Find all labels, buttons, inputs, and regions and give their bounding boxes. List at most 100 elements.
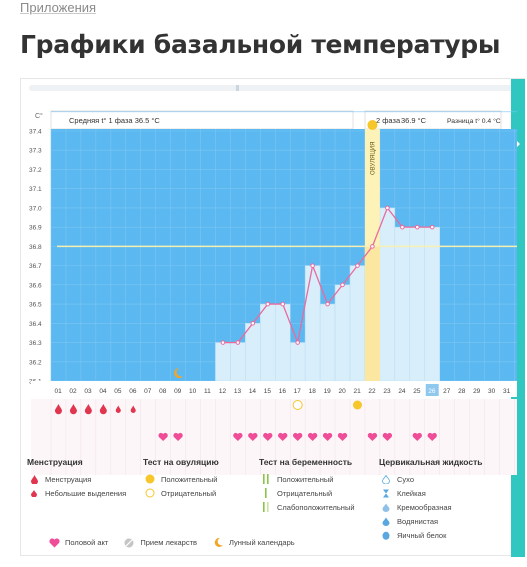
temperature-bar — [334, 284, 351, 382]
temperature-point — [429, 224, 435, 230]
y-tick-label: 36.3 — [29, 340, 42, 347]
temperature-point — [265, 301, 271, 307]
legend-intercourse: Половой акт — [65, 538, 109, 547]
intercourse-heart-icon — [307, 432, 318, 441]
y-tick-label: 37.1 — [29, 186, 42, 193]
moon-icon — [211, 537, 225, 548]
temperature-point — [280, 301, 286, 307]
legend-cervical-fluid: Цервикальная жидкость Сухо Клейкая Кремо… — [379, 457, 482, 542]
temperature-point — [295, 340, 300, 345]
y-tick-label: 36.8 — [29, 244, 42, 251]
y-tick-label: 37.3 — [29, 148, 42, 155]
temperature-point — [250, 321, 256, 326]
menstruation-drop-icon — [99, 404, 107, 415]
chevron-right-icon — [515, 139, 520, 149]
heart-icon — [47, 537, 61, 548]
temperature-point — [220, 340, 226, 345]
spotting-drop-icon — [115, 405, 121, 413]
ovulation-sun-icon — [367, 120, 378, 130]
page-title: Графики базальной температуры — [20, 30, 501, 59]
temperature-point — [310, 263, 315, 268]
intercourse-heart-icon — [263, 432, 273, 441]
legend-medication: Прием лекарств — [140, 538, 198, 547]
drop-icon — [27, 474, 41, 484]
cycle-day-number: 10 — [189, 388, 197, 395]
cycle-day-number: 17 — [294, 388, 302, 395]
cycle-day-number: 31 — [503, 388, 511, 395]
temperature-point — [235, 340, 241, 345]
cycle-day-number: 16 — [279, 388, 287, 395]
cycle-day-number: 07 — [144, 388, 152, 395]
menstruation-drop-icon — [54, 404, 62, 415]
cycle-day-number: 26 — [428, 388, 436, 395]
legend-menstruation-title: Менструация — [27, 457, 83, 467]
spotting-drop-icon — [130, 405, 136, 413]
cycle-day-number: 28 — [458, 388, 466, 395]
unit-label: C° — [35, 112, 43, 120]
cycle-day-number: 06 — [129, 388, 137, 395]
temperature-bar — [289, 342, 306, 382]
cycle-day-number: 12 — [219, 388, 227, 395]
cycle-day-number: 14 — [249, 388, 257, 395]
cycle-day-number: 09 — [174, 388, 182, 395]
y-tick-label: 36.2 — [29, 359, 42, 366]
day-row-background — [31, 381, 517, 397]
legend-ovulation-test-title: Тест на овуляцию — [143, 457, 219, 467]
ovulation-bar — [364, 246, 380, 381]
temperature-point — [385, 205, 390, 211]
cycle-day-number: 21 — [353, 388, 361, 395]
legend-ovulation-test: Тест на овуляцию Положительный Отрицател… — [143, 457, 219, 500]
phase1-average: Средняя t° 1 фаза 36.5 °C — [69, 116, 160, 125]
legend-pregnancy-test-title: Тест на беременность — [259, 457, 353, 467]
cycle-day-number: 01 — [54, 388, 62, 395]
menstruation-drop-icon — [69, 404, 77, 415]
legend-cervical-title: Цервикальная жидкость — [379, 457, 483, 467]
y-tick-label: 37.2 — [29, 167, 42, 174]
breadcrumb-link[interactable]: Приложения — [20, 0, 97, 15]
horizontal-scrollbar[interactable] — [29, 85, 514, 91]
legend-pregnancy-positive: Положительный — [277, 474, 334, 484]
cycle-day-number: 11 — [204, 388, 211, 395]
legend-cervical-creamy: Кремообразная — [397, 502, 452, 512]
legend-cervical-watery: Водянистая — [397, 516, 439, 526]
cycle-day-number: 19 — [324, 388, 332, 395]
cycle-day-number: 08 — [159, 388, 167, 395]
y-tick-label: 36.6 — [29, 282, 42, 289]
legend-cervical-eggwhite: Яичный белок — [397, 530, 447, 540]
temperature-point — [355, 263, 360, 268]
cycle-day-number: 05 — [114, 388, 122, 395]
temperature-bar — [319, 303, 336, 382]
ovulation-test-negative-icon — [292, 400, 303, 410]
chart-legend: Менструация Менструация Небольшие выделе… — [27, 457, 517, 567]
small-drop-icon — [27, 489, 41, 497]
scrollbar-knob[interactable] — [236, 85, 239, 91]
intercourse-heart-icon — [367, 432, 378, 441]
single-stripe-icon — [259, 488, 273, 498]
y-tick-label: 37.0 — [29, 205, 42, 212]
legend-menstruation: Менструация Менструация Небольшие выделе… — [27, 457, 126, 500]
legend-cervical-sticky: Клейкая — [397, 488, 426, 498]
legend-lunar-calendar: Лунный календарь — [229, 538, 295, 547]
double-stripe-icon — [259, 474, 273, 484]
temperature-point — [325, 301, 330, 307]
intercourse-heart-icon — [412, 432, 422, 441]
menstruation-drop-icon — [84, 404, 92, 415]
temperature-bar — [260, 303, 276, 382]
temperature-bar — [215, 342, 231, 382]
positive-circle-icon — [143, 474, 157, 484]
intercourse-heart-icon — [427, 432, 437, 441]
cycle-day-number: 30 — [488, 388, 496, 395]
temperature-difference: Разница t° 0.4 °C — [447, 117, 501, 125]
ovulation-label: ОВУЛЯЦИЯ — [370, 142, 376, 175]
creamy-icon — [379, 503, 393, 512]
cycle-day-number: 20 — [339, 388, 347, 395]
intercourse-heart-icon — [337, 432, 348, 441]
cycle-day-number: 18 — [309, 388, 317, 395]
legend-bottom-row: Половой акт Прием лекарств Лунный календ… — [47, 537, 309, 548]
temperature-bar — [245, 323, 261, 382]
temperature-bar — [409, 226, 425, 382]
intercourse-heart-icon — [382, 432, 393, 441]
intercourse-heart-icon — [233, 432, 243, 441]
cycle-day-number: 27 — [443, 388, 451, 395]
cycle-day-number: 22 — [368, 388, 376, 395]
